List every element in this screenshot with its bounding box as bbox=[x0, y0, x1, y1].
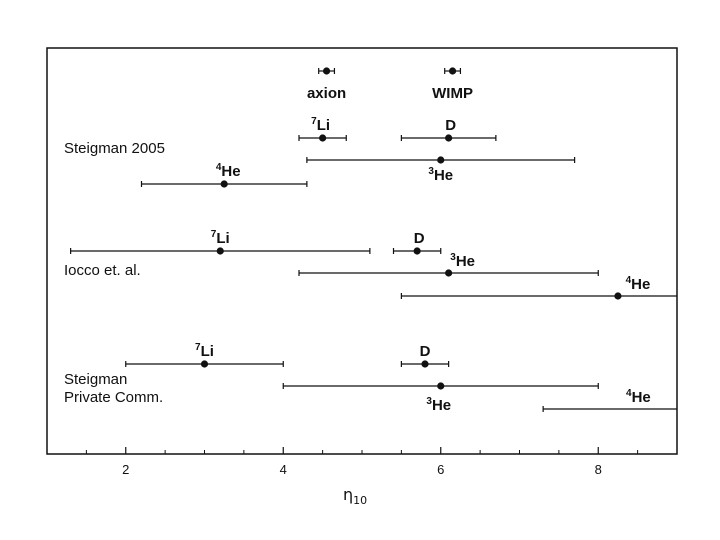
data-point bbox=[614, 292, 622, 300]
x-axis-label: η10 bbox=[343, 485, 367, 507]
data-point bbox=[216, 247, 224, 255]
point-label: 7Li bbox=[311, 116, 330, 134]
isotope-superscript: 4 bbox=[626, 388, 632, 399]
data-point bbox=[445, 134, 453, 142]
data-point bbox=[421, 360, 429, 368]
x-tick-label: 8 bbox=[595, 462, 602, 477]
point-label: 4He bbox=[626, 275, 651, 293]
data-point bbox=[448, 67, 457, 75]
data-point bbox=[437, 382, 445, 390]
element-symbol: Li bbox=[201, 343, 214, 360]
element-symbol: He bbox=[632, 389, 651, 406]
isotope-superscript: 3 bbox=[450, 252, 456, 263]
isotope-superscript: 7 bbox=[195, 342, 201, 353]
isotope-superscript: 4 bbox=[216, 162, 222, 173]
data-point bbox=[200, 360, 209, 368]
element-symbol: He bbox=[432, 397, 451, 414]
point-label: WIMP bbox=[432, 85, 473, 102]
isotope-superscript: 4 bbox=[626, 275, 632, 286]
point-label: D bbox=[445, 117, 456, 134]
isotope-superscript: 7 bbox=[311, 116, 317, 127]
group-label-steigman-private-line1: Steigman bbox=[64, 371, 127, 388]
point-label: 3He bbox=[426, 396, 451, 414]
point-label: D bbox=[420, 343, 431, 360]
element-symbol: He bbox=[631, 276, 650, 293]
group-label-steigman-2005: Steigman 2005 bbox=[64, 140, 165, 157]
group-label-steigman-private-line2: Private Comm. bbox=[64, 389, 163, 406]
data-point bbox=[319, 134, 327, 142]
point-label: 7Li bbox=[195, 342, 214, 360]
data-point bbox=[445, 269, 453, 277]
element-symbol: He bbox=[434, 167, 453, 184]
point-label: 7Li bbox=[211, 229, 230, 247]
point-label: axion bbox=[307, 85, 346, 102]
element-symbol: He bbox=[456, 253, 475, 270]
x-tick-label: 6 bbox=[437, 462, 444, 477]
x-tick-label: 2 bbox=[122, 462, 129, 477]
element-symbol: Li bbox=[216, 230, 229, 247]
group-label-iocco: Iocco et. al. bbox=[64, 262, 141, 279]
x-axis: 2 4 6 8 η10 bbox=[85, 447, 639, 507]
element-symbol: He bbox=[221, 163, 240, 180]
isotope-superscript: 3 bbox=[428, 166, 434, 177]
data-point bbox=[220, 180, 228, 188]
isotope-superscript: 7 bbox=[211, 229, 217, 240]
data-point bbox=[322, 67, 331, 75]
isotope-superscript: 3 bbox=[426, 396, 432, 407]
point-label: 3He bbox=[428, 166, 453, 184]
point-label: 4He bbox=[216, 162, 241, 180]
data-point bbox=[413, 247, 421, 255]
data-point bbox=[437, 156, 445, 164]
point-label: 3He bbox=[450, 252, 475, 270]
point-label: D bbox=[414, 230, 425, 247]
point-label: 4He bbox=[626, 388, 651, 406]
x-tick-label: 4 bbox=[280, 462, 287, 477]
element-symbol: Li bbox=[317, 117, 330, 134]
